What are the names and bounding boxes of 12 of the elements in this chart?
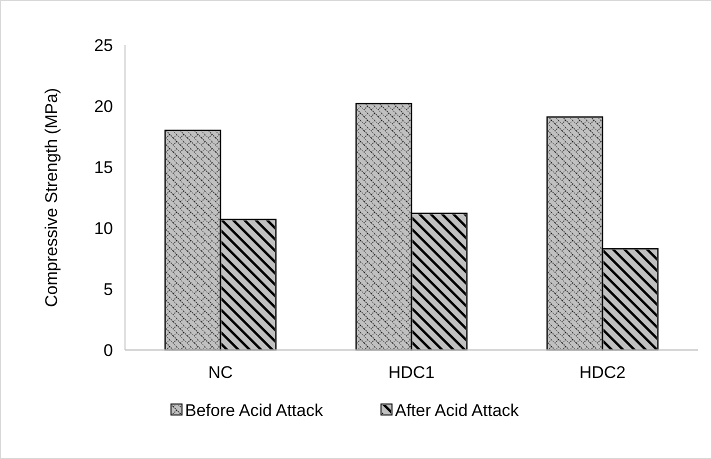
- legend-label: Before Acid Attack: [185, 400, 324, 420]
- x-tick-label: HDC2: [579, 363, 626, 382]
- y-tick-label: 25: [94, 36, 113, 55]
- y-tick-label: 20: [94, 96, 113, 116]
- y-tick-label: 0: [104, 340, 113, 360]
- x-tick-label: NC: [208, 363, 233, 382]
- x-tick-label: HDC1: [388, 363, 435, 382]
- y-tick-label: 10: [94, 218, 113, 238]
- y-tick-label: 5: [104, 280, 113, 299]
- y-axis-title: Compressive Strength (MPa): [42, 88, 61, 308]
- y-tick-label: 15: [94, 158, 113, 177]
- legend-label: After Acid Attack: [395, 400, 520, 420]
